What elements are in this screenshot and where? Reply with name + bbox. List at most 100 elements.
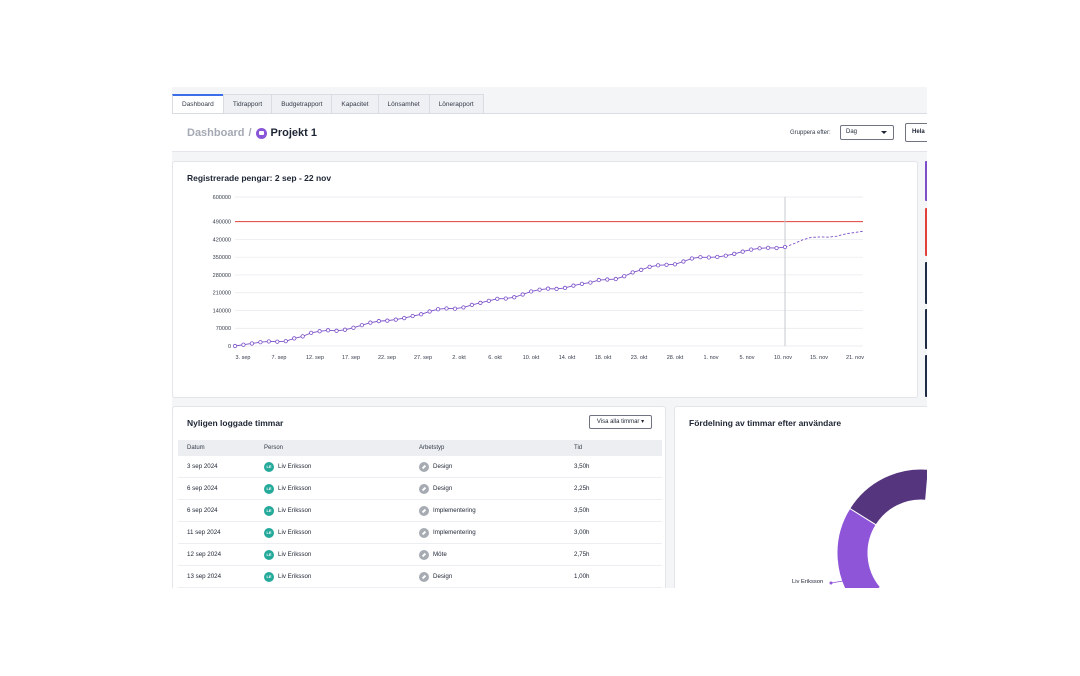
- row-worktype-label: Möte: [433, 551, 447, 558]
- data-point: [537, 287, 542, 292]
- row-date: 6 sep 2024: [187, 507, 218, 514]
- data-point: [410, 313, 415, 319]
- tab-lonsamhet[interactable]: Lönsamhet: [377, 94, 430, 113]
- row-time: 3,00h: [574, 529, 590, 536]
- data-point: [622, 274, 627, 279]
- x-tick-label: 18. okt: [595, 355, 612, 361]
- avatar: LE: [264, 572, 274, 582]
- tab-budgetrapport[interactable]: Budgetrapport: [271, 94, 333, 113]
- y-tick-label: 70000: [216, 326, 231, 332]
- row-person: LE Liv Eriksson: [264, 462, 311, 472]
- table-row[interactable]: 6 sep 2024 LE Liv Eriksson Design 2,25h: [178, 478, 662, 500]
- data-point: [782, 244, 788, 250]
- legend-leader-line: [830, 580, 844, 584]
- tab-tidrapport[interactable]: Tidrapport: [222, 94, 273, 113]
- row-person: LE Liv Eriksson: [264, 528, 311, 538]
- avatar: LE: [264, 462, 274, 472]
- x-tick-label: 15. nov: [810, 355, 828, 361]
- column-header-person: Person: [264, 445, 284, 451]
- row-worktype: Implementering: [419, 528, 476, 538]
- data-point: [393, 317, 398, 322]
- row-date: 6 sep 2024: [187, 485, 218, 492]
- side-stripes: [925, 161, 927, 398]
- x-tick-label: 10. okt: [523, 355, 540, 361]
- row-worktype: Design: [419, 462, 452, 472]
- breadcrumb-dashboard-link[interactable]: Dashboard: [187, 127, 245, 139]
- tab-lonerapport[interactable]: Lönerapport: [428, 94, 484, 113]
- data-point: [309, 330, 314, 335]
- donut-legend-label: Liv Eriksson: [792, 579, 824, 585]
- column-header-date: Datum: [187, 445, 205, 451]
- period-button[interactable]: Hela: [905, 123, 927, 142]
- column-header-time: Tid: [574, 445, 583, 451]
- view-all-hours-button[interactable]: Visa alla timmar ▾: [589, 415, 652, 429]
- x-tick-label: 6. okt: [488, 355, 502, 361]
- row-date: 3 sep 2024: [187, 463, 218, 470]
- row-person-name: Liv Eriksson: [278, 529, 312, 536]
- data-point: [529, 289, 534, 294]
- y-tick-label: 350000: [213, 255, 231, 261]
- table-row[interactable]: 3 sep 2024 LE Liv Eriksson Design 3,50h: [178, 456, 662, 478]
- x-tick-label: 27. sep: [414, 355, 432, 361]
- row-person: LE Liv Eriksson: [264, 550, 311, 560]
- row-person-name: Liv Eriksson: [278, 463, 312, 470]
- x-tick-label: 10. nov: [774, 355, 792, 361]
- recent-hours-title: Nyligen loggade timmar: [187, 418, 284, 428]
- row-time: 3,50h: [574, 507, 590, 514]
- row-worktype-label: Design: [433, 485, 453, 492]
- tab-kapacitet[interactable]: Kapacitet: [331, 94, 379, 113]
- table-row[interactable]: 12 sep 2024 LE Liv Eriksson Möte 2,75h: [178, 544, 662, 566]
- tab-dashboard[interactable]: Dashboard: [172, 94, 224, 113]
- row-time: 2,25h: [574, 485, 590, 492]
- data-point: [469, 302, 475, 307]
- table-row[interactable]: 11 sep 2024 LE Liv Eriksson Implementering 3…: [178, 522, 662, 544]
- row-date: 11 sep 2024: [187, 529, 221, 536]
- avatar: LE: [264, 506, 274, 516]
- distribution-donut-chart: [829, 468, 927, 588]
- table-row[interactable]: 6 sep 2024 LE Liv Eriksson Implementering 3,…: [178, 500, 662, 522]
- data-point: [368, 320, 373, 325]
- x-tick-label: 17. sep: [342, 355, 360, 361]
- row-person: LE Liv Eriksson: [264, 506, 311, 516]
- distribution-title: Fördelning av timmar efter användare: [689, 418, 842, 428]
- data-point: [571, 283, 576, 288]
- data-point: [579, 281, 585, 286]
- data-point: [325, 328, 331, 333]
- series-line-actual: [234, 246, 786, 347]
- side-stripe: [925, 161, 927, 201]
- data-point: [300, 334, 305, 339]
- data-point: [605, 277, 610, 282]
- y-tick-label: 210000: [213, 291, 231, 297]
- row-person-name: Liv Eriksson: [278, 507, 312, 514]
- tag-icon: [419, 484, 429, 494]
- data-point: [435, 307, 441, 312]
- table-header: Datum Person Arbetstyp Tid: [178, 440, 662, 456]
- tag-icon: [419, 506, 429, 516]
- data-point: [723, 253, 728, 258]
- side-stripe: [925, 262, 927, 304]
- data-point: [427, 309, 432, 314]
- side-stripe: [925, 355, 927, 397]
- donut-segment[interactable]: [836, 507, 882, 588]
- table-row[interactable]: 13 sep 2024 LE Liv Eriksson Design 1,00h: [178, 566, 662, 588]
- data-point: [596, 277, 601, 283]
- row-person: LE Liv Eriksson: [264, 572, 311, 582]
- group-by-select[interactable]: Dag: [840, 125, 894, 140]
- row-date: 12 sep 2024: [187, 551, 222, 558]
- breadcrumb: Dashboard / Projekt 1: [187, 127, 317, 139]
- data-point: [749, 247, 754, 252]
- row-worktype-label: Design: [433, 463, 453, 470]
- avatar: LE: [264, 550, 274, 560]
- data-point: [258, 340, 263, 345]
- data-point: [706, 255, 711, 260]
- data-point: [698, 255, 703, 260]
- group-by-label: Gruppera efter:: [790, 130, 831, 136]
- row-worktype: Möte: [419, 550, 447, 560]
- side-stripe: [925, 309, 927, 349]
- data-point: [681, 259, 686, 264]
- data-point: [419, 312, 424, 317]
- data-point: [241, 342, 246, 347]
- data-point: [317, 329, 322, 334]
- donut-segment[interactable]: [849, 468, 927, 526]
- data-point: [689, 256, 695, 261]
